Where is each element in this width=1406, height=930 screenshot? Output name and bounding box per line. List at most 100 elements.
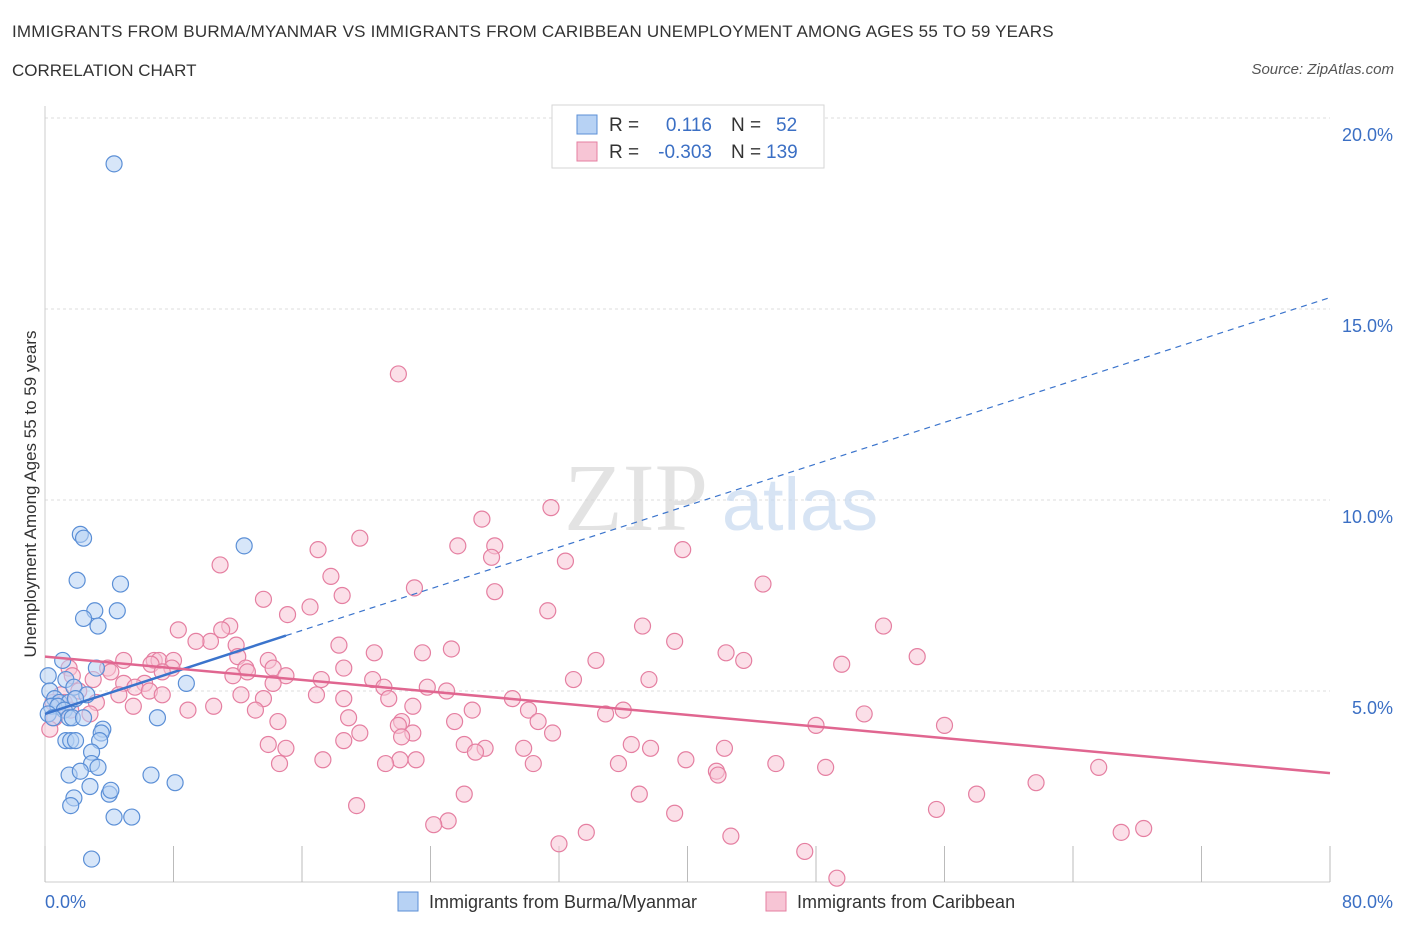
burma-point: [89, 758, 107, 777]
caribbean-point: [796, 842, 814, 861]
caribbean-point: [392, 728, 411, 746]
caribbean-point: [314, 751, 332, 769]
caribbean-point: [587, 651, 605, 670]
caribbean-point: [817, 758, 835, 777]
burma-point: [74, 709, 93, 727]
caribbean-point: [365, 644, 383, 662]
caribbean-point: [238, 663, 256, 681]
burma-point: [66, 732, 85, 750]
legend-n-value-burma: 52: [776, 115, 797, 136]
caribbean-point: [376, 754, 395, 773]
caribbean-point: [715, 739, 734, 757]
legend-swatch-caribbean: [576, 141, 598, 162]
caribbean-point: [445, 712, 464, 731]
tick-labels: 5.0% 10.0% 15.0% 20.0% 0.0% 80.0%: [45, 125, 1393, 912]
burma-point: [62, 796, 80, 815]
caribbean-point: [455, 785, 473, 803]
caribbean-point: [735, 651, 753, 670]
y-tick-label: 20.0%: [1342, 125, 1393, 145]
y-tick-label: 5.0%: [1352, 698, 1393, 718]
caribbean-point: [1112, 823, 1130, 841]
caribbean-point: [550, 835, 568, 853]
caribbean-point: [1090, 758, 1108, 777]
caribbean-trend-line: [44, 655, 1331, 775]
burma-point: [177, 674, 195, 692]
series-legend-label-caribbean: Immigrants from Caribbean: [797, 892, 1015, 912]
burma-trend-line: [44, 634, 287, 716]
caribbean-point: [515, 739, 533, 757]
burma-point: [105, 155, 123, 173]
caribbean-point: [246, 701, 265, 719]
y-tick-label: 15.0%: [1342, 316, 1393, 336]
caribbean-point: [633, 617, 652, 635]
caribbean-point: [211, 556, 229, 574]
caribbean-point: [407, 751, 425, 769]
grid-lines: [45, 117, 1330, 692]
caribbean-point: [519, 701, 538, 719]
burma-point: [68, 571, 86, 589]
caribbean-point: [348, 796, 366, 815]
caribbean-point: [754, 575, 772, 593]
caribbean-point: [677, 751, 695, 769]
caribbean-point: [335, 732, 353, 750]
legend-r-label: R =: [609, 115, 639, 136]
legend-r-value-burma: 0.116: [666, 115, 712, 136]
caribbean-point: [630, 785, 648, 803]
caribbean-point: [596, 705, 615, 723]
caribbean-point: [391, 751, 409, 769]
caribbean-point: [254, 590, 273, 608]
watermark-atlas: atlas: [722, 463, 878, 546]
caribbean-point: [1135, 819, 1153, 838]
legend-n-label: N =: [731, 142, 761, 163]
caribbean-point: [640, 670, 658, 689]
caribbean-point: [380, 690, 398, 708]
caribbean-point: [213, 621, 231, 639]
legend-r-label: R =: [609, 142, 639, 163]
x-tick-label: 0.0%: [45, 892, 86, 912]
y-tick-label: 10.0%: [1342, 507, 1393, 527]
caribbean-point: [449, 537, 467, 555]
caribbean-point: [473, 510, 491, 528]
caribbean-point: [307, 686, 326, 704]
burma-point: [123, 808, 141, 826]
caribbean-point: [442, 640, 460, 658]
watermark: ZIP atlas: [564, 444, 878, 551]
caribbean-point: [529, 712, 547, 731]
burma-trend-extension: [285, 296, 1331, 637]
caribbean-point: [767, 754, 785, 773]
axes: [44, 106, 1331, 883]
chart-title: IMMIGRANTS FROM BURMA/MYANMAR VS IMMIGRA…: [12, 22, 1054, 41]
caribbean-point: [717, 644, 735, 662]
caribbean-point: [153, 686, 171, 704]
caribbean-point: [389, 365, 407, 383]
series-legend: Immigrants from Burma/Myanmar Immigrants…: [397, 891, 1015, 912]
caribbean-point: [269, 712, 287, 731]
caribbean-point: [264, 674, 282, 692]
burma-point: [82, 850, 101, 868]
caribbean-point: [102, 663, 120, 681]
caribbean-point: [335, 659, 353, 677]
burma-point: [142, 766, 160, 784]
caribbean-point: [301, 598, 319, 616]
caribbean-point: [709, 766, 727, 784]
watermark-zip: ZIP: [564, 444, 708, 551]
caribbean-point: [674, 541, 692, 559]
burma-point: [102, 781, 120, 799]
caribbean-point: [437, 682, 456, 700]
caribbean-point: [351, 529, 369, 547]
burma-point: [71, 762, 89, 780]
caribbean-point: [232, 686, 250, 704]
caribbean-point: [335, 690, 353, 708]
caribbean-point: [339, 709, 358, 727]
caribbean-point: [935, 716, 954, 734]
burma-point: [108, 602, 126, 620]
caribbean-point: [270, 754, 289, 773]
caribbean-point: [874, 617, 893, 635]
caribbean-point: [968, 785, 986, 803]
caribbean-point: [908, 648, 926, 666]
burma-point: [74, 529, 93, 547]
burma-point: [74, 609, 93, 628]
caribbean-point: [439, 812, 457, 830]
caribbean-point: [169, 621, 187, 639]
series-legend-swatch-caribbean: [765, 891, 787, 912]
